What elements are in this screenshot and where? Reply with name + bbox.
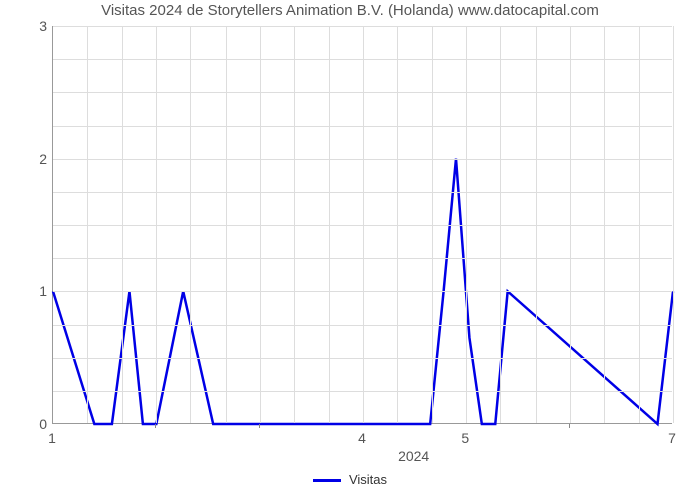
v-gridline	[570, 26, 571, 423]
v-gridline	[260, 26, 261, 423]
v-gridline	[604, 26, 605, 423]
v-gridline	[500, 26, 501, 423]
legend: Visitas	[0, 472, 700, 487]
v-gridline	[329, 26, 330, 423]
v-gridline	[363, 26, 364, 423]
y-tick-label: 2	[7, 151, 47, 167]
x-tick-label: 1	[22, 430, 82, 446]
chart-title: Visitas 2024 de Storytellers Animation B…	[0, 2, 700, 19]
y-tick-label: 3	[7, 18, 47, 34]
v-gridline	[226, 26, 227, 423]
v-gridline	[466, 26, 467, 423]
v-gridline	[156, 26, 157, 423]
x-minor-tick	[259, 424, 260, 428]
v-gridline	[190, 26, 191, 423]
v-gridline	[87, 26, 88, 423]
x-tick-label: 7	[642, 430, 700, 446]
v-gridline	[673, 26, 674, 423]
v-gridline	[432, 26, 433, 423]
v-gridline	[122, 26, 123, 423]
x-tick-label: 4	[332, 430, 392, 446]
x-minor-tick	[569, 424, 570, 428]
x-tick-label: 5	[435, 430, 495, 446]
v-gridline	[294, 26, 295, 423]
v-gridline	[536, 26, 537, 423]
legend-label: Visitas	[349, 472, 387, 487]
y-tick-label: 1	[7, 283, 47, 299]
v-gridline	[639, 26, 640, 423]
legend-swatch	[313, 479, 341, 482]
x-minor-tick	[155, 424, 156, 428]
chart-container: { "chart": { "type": "line", "title": "V…	[0, 0, 700, 500]
v-gridline	[397, 26, 398, 423]
x-axis-sublabel: 2024	[354, 448, 474, 464]
plot-area	[52, 26, 672, 424]
